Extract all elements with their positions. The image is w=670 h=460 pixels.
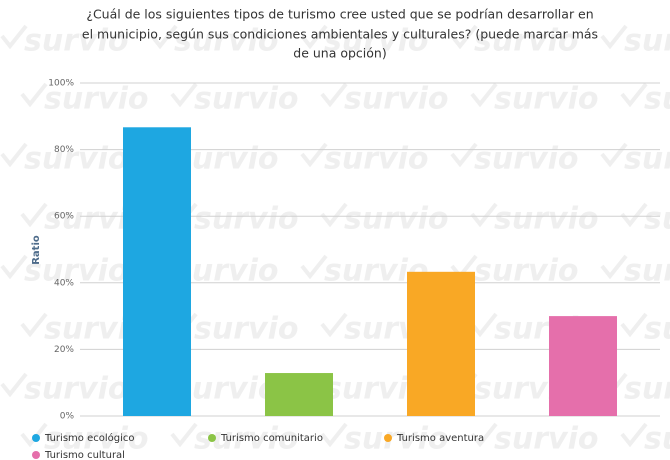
legend-swatch bbox=[208, 434, 216, 442]
legend-swatch bbox=[32, 451, 40, 459]
watermark-check bbox=[20, 82, 48, 108]
watermark-text: survio bbox=[44, 422, 148, 457]
bar bbox=[265, 373, 333, 416]
watermark-check bbox=[300, 254, 328, 280]
watermark-text: survio bbox=[194, 312, 298, 347]
watermark-text: survio bbox=[344, 82, 448, 117]
watermark-text: survio bbox=[324, 24, 428, 59]
chart-title: el municipio, según sus condiciones ambi… bbox=[82, 27, 598, 42]
watermark-text: survio bbox=[494, 422, 598, 457]
watermark-check bbox=[620, 422, 648, 448]
y-tick-label: 60% bbox=[54, 212, 74, 222]
watermark-text: survio bbox=[174, 24, 278, 59]
watermark-check bbox=[0, 254, 28, 280]
watermark-check bbox=[620, 202, 648, 228]
watermark-check bbox=[470, 82, 498, 108]
chart-title: de una opción) bbox=[293, 46, 386, 61]
watermark-check bbox=[450, 142, 478, 168]
watermark-text: survio bbox=[24, 24, 128, 59]
watermark-check bbox=[0, 372, 28, 398]
watermark-text: survio bbox=[494, 82, 598, 117]
watermark-text: survio bbox=[494, 202, 598, 237]
legend-label: Turismo comunitario bbox=[220, 433, 323, 444]
watermark-check bbox=[600, 254, 628, 280]
watermark-check bbox=[300, 142, 328, 168]
watermark-check bbox=[450, 24, 478, 50]
watermark-text: survio bbox=[194, 202, 298, 237]
watermark-check bbox=[0, 24, 28, 50]
legend-swatch bbox=[384, 434, 392, 442]
watermark-text: survio bbox=[344, 202, 448, 237]
watermark-text: survio bbox=[24, 372, 128, 407]
watermark-text: survio bbox=[194, 82, 298, 117]
watermark-text: survio bbox=[474, 142, 578, 177]
y-tick-label: 20% bbox=[54, 345, 74, 355]
watermark-text: survio bbox=[44, 82, 148, 117]
watermark-check bbox=[470, 312, 498, 338]
bar bbox=[123, 127, 191, 416]
watermark-check bbox=[320, 422, 348, 448]
watermark-check bbox=[320, 312, 348, 338]
watermark-text: survio bbox=[644, 202, 670, 237]
watermark-text: survio bbox=[644, 422, 670, 457]
y-axis-label: Ratio bbox=[31, 235, 42, 265]
watermark-text: survio bbox=[174, 142, 278, 177]
watermark-check bbox=[470, 202, 498, 228]
watermark-check bbox=[300, 24, 328, 50]
bar bbox=[407, 271, 475, 416]
watermark-text: survio bbox=[24, 142, 128, 177]
watermark-check bbox=[170, 82, 198, 108]
watermark-text: survio bbox=[624, 372, 670, 407]
watermark-check bbox=[20, 202, 48, 228]
watermark-check bbox=[470, 422, 498, 448]
y-tick-label: 40% bbox=[54, 278, 74, 288]
y-tick-label: 0% bbox=[60, 412, 75, 422]
watermark-text: survio bbox=[624, 142, 670, 177]
legend-label: Turismo ecológico bbox=[44, 432, 134, 444]
legend-label: Turismo aventura bbox=[396, 433, 484, 444]
watermark-text: survio bbox=[174, 372, 278, 407]
bar bbox=[549, 316, 617, 416]
watermark-check bbox=[620, 312, 648, 338]
y-tick-label: 100% bbox=[48, 79, 74, 89]
watermark-check bbox=[20, 422, 48, 448]
watermark-check bbox=[170, 422, 198, 448]
watermark-text: survio bbox=[624, 24, 670, 59]
watermark-text: survio bbox=[324, 142, 428, 177]
legend-label: Turismo cultural bbox=[44, 450, 125, 460]
watermark-check bbox=[600, 142, 628, 168]
legend-swatch bbox=[32, 434, 40, 442]
chart-title: ¿Cuál de los siguientes tipos de turismo… bbox=[86, 7, 593, 22]
y-tick-label: 80% bbox=[54, 145, 74, 155]
watermark-check bbox=[150, 24, 178, 50]
watermark-text: survio bbox=[644, 312, 670, 347]
watermark-text: survio bbox=[344, 422, 448, 457]
watermark-check bbox=[0, 142, 28, 168]
watermark-check bbox=[320, 82, 348, 108]
watermark-text: survio bbox=[474, 24, 578, 59]
watermark-text: survio bbox=[644, 82, 670, 117]
watermark-check bbox=[20, 312, 48, 338]
watermark-check bbox=[600, 24, 628, 50]
watermark-check bbox=[320, 202, 348, 228]
watermark-check bbox=[620, 82, 648, 108]
